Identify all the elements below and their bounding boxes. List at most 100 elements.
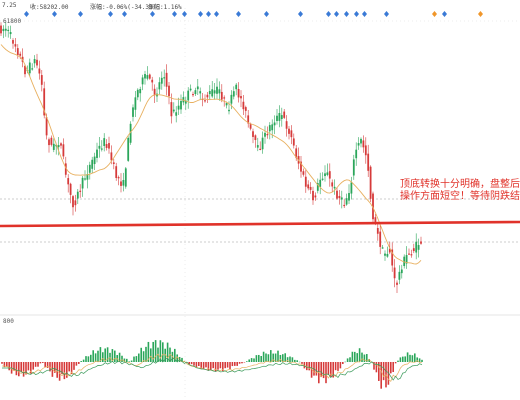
candle [314,192,317,201]
candle-body [180,100,182,110]
candle-body [163,77,166,79]
candle [309,182,312,194]
candle [350,176,353,200]
macd-bar [399,357,402,362]
macd-bar [54,362,56,373]
candle-body [139,88,142,94]
macd-bar [193,362,195,366]
candle [324,165,326,182]
candle [417,238,420,258]
candle [187,87,190,109]
candle [343,199,346,209]
candle-body [333,186,336,189]
candle [14,37,17,53]
macd-bar [133,356,135,362]
candle-body [420,241,422,244]
candle-body [177,105,180,110]
signal-marker [108,11,113,17]
candle [292,133,295,149]
candle-body [321,178,324,180]
candle [141,74,144,91]
candle-body [48,139,50,146]
macd-bar [255,355,258,362]
candle-body [355,149,358,159]
macd-bar [253,358,255,362]
candle-body [309,186,312,190]
macd-bar [210,362,212,371]
candle-body [146,75,149,79]
candle-body [7,29,10,32]
macd-bar [128,361,130,362]
candle-body [98,145,101,149]
macd-bar [339,362,342,369]
candle-body [324,173,326,177]
macd-bar [188,362,190,365]
candle [273,115,276,135]
candle-body [4,28,7,31]
candle [196,78,199,95]
macd-bar [140,347,142,362]
candle-body [264,132,266,137]
candle [355,142,358,166]
candle [21,48,24,68]
header-change: 涨幅:-0.06%(-34.33) [90,4,157,11]
macd-bar [202,362,205,370]
candlestick-series [0,22,422,293]
candle-body [168,85,170,97]
candle [122,172,125,192]
candle-body [403,256,406,267]
macd-bar [346,358,349,362]
candle [136,88,139,101]
candle-body [148,74,151,79]
macd-bar [402,356,404,362]
moving-average-line [0,44,422,265]
candle-body [304,176,307,187]
candle [364,137,367,164]
candle-body [266,134,269,136]
candle-body [292,138,295,146]
candle-body [103,138,106,146]
candle-body [259,148,262,151]
candle-body [235,84,238,90]
candle-body [242,101,245,110]
candle [336,187,338,200]
macd-bar [174,348,176,362]
macd-bar [378,362,380,381]
macd-bar [152,341,154,362]
macd-bar [142,351,145,362]
macd-bar [380,362,382,389]
candle [105,139,108,151]
candle-body [0,25,2,34]
candle-body [31,68,34,70]
macd-bar [162,342,164,362]
candle-body [55,144,58,147]
candle [199,87,202,101]
candle [2,25,5,39]
candle-body [350,182,353,194]
macd-bar [236,362,238,366]
macd-bar [303,362,306,369]
signal-marker-orange [478,11,483,17]
candle [72,194,74,216]
candle-body [384,253,386,256]
candle-body [187,90,190,101]
signal-marker [354,11,359,17]
macd-bar [15,362,18,376]
candle-body [9,32,12,35]
candle [206,91,209,103]
candle-body [352,159,355,176]
candle-body [381,247,384,249]
candle [184,96,187,111]
candle-body [184,100,187,104]
macd-bar [138,353,140,362]
candle-body [110,152,113,161]
candle [43,81,46,119]
candle [360,137,362,148]
macd-bar [39,362,42,364]
signal-marker [298,11,303,17]
macd-bar [195,362,198,368]
ma-curve [0,44,422,265]
candle-body [367,153,370,171]
support-line [0,220,520,228]
